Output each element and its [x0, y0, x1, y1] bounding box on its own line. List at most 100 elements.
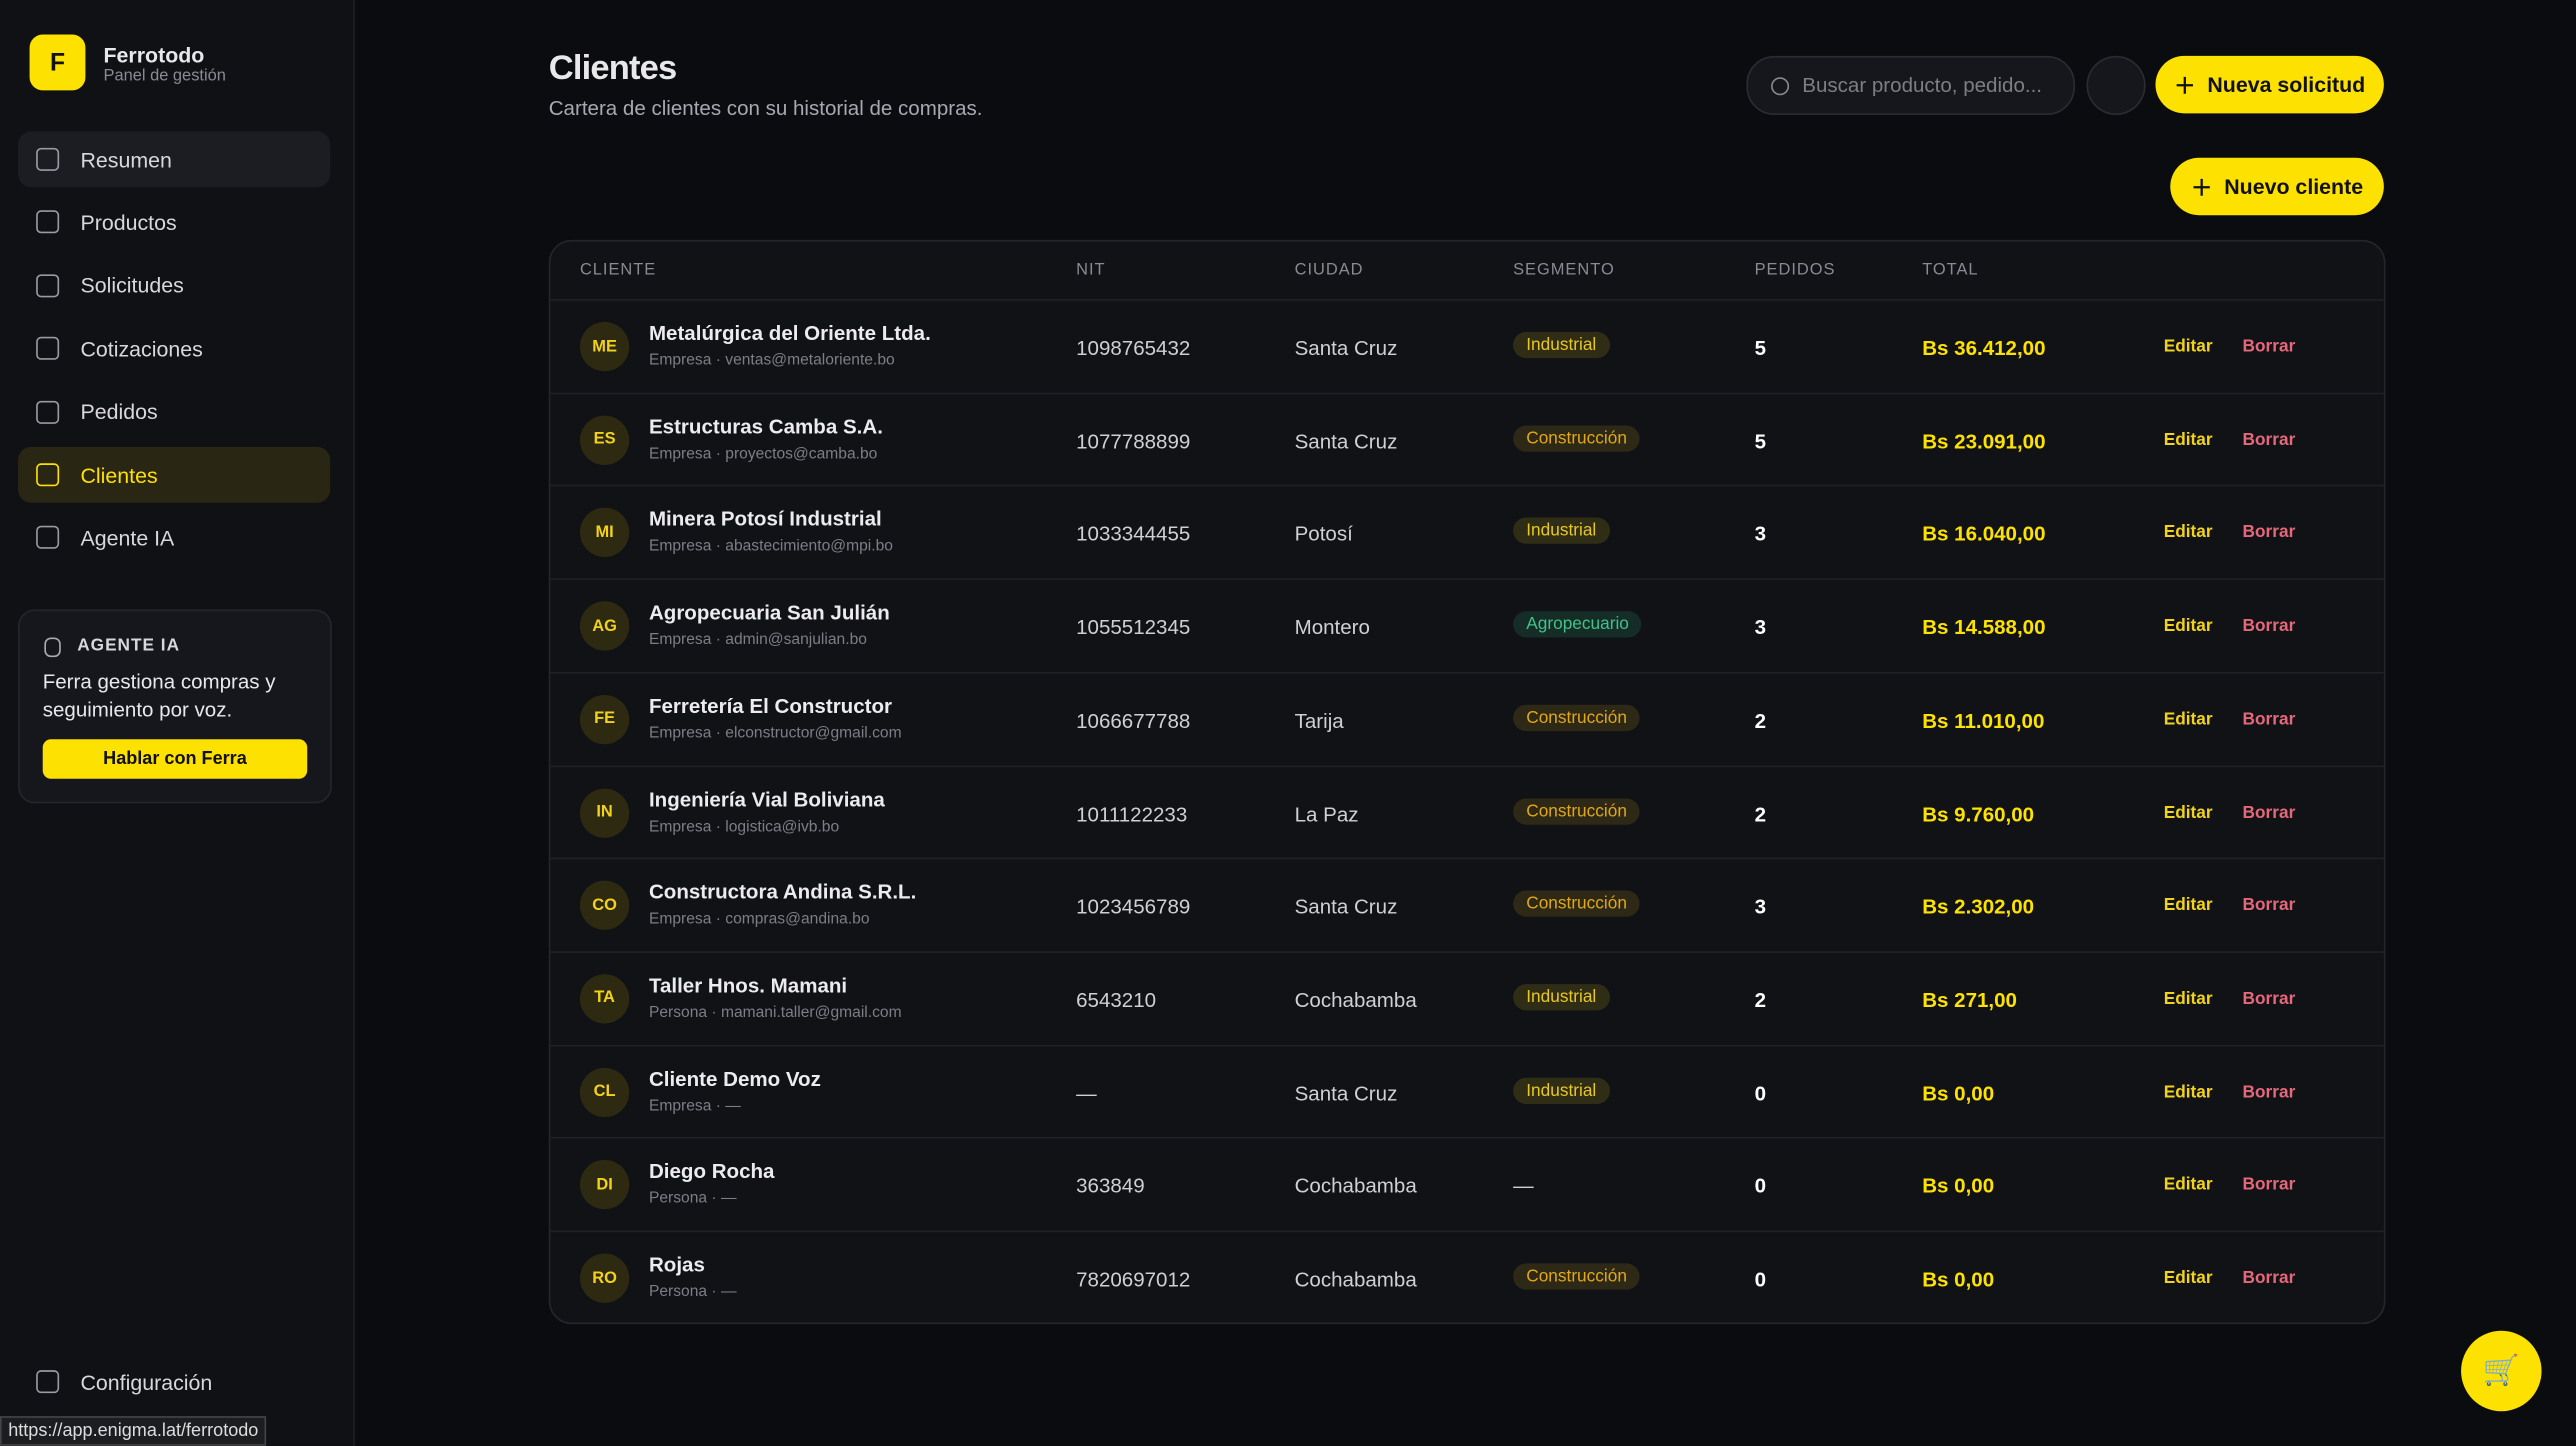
nit: 1055512345 — [1076, 616, 1191, 640]
notifications[interactable] — [2086, 55, 2146, 116]
edit-button[interactable]: Editar — [2163, 1268, 2213, 1289]
nit: 1066677788 — [1076, 709, 1191, 733]
client-meta: Empresa · admin@sanjulian.bo — [648, 631, 867, 650]
city: Montero — [1294, 616, 1370, 640]
status-url: https://app.enigma.lat/ferrotodo — [0, 1416, 267, 1446]
edit-button[interactable]: Editar — [2163, 802, 2213, 823]
edit-button[interactable]: Editar — [2163, 988, 2213, 1009]
total: Bs 0,00 — [1922, 1268, 1995, 1292]
segment: — — [1513, 1175, 1534, 1199]
delete-button[interactable]: Borrar — [2242, 1175, 2296, 1195]
delete-button[interactable]: Borrar — [2242, 802, 2296, 823]
nav-item[interactable]: Clientes — [18, 446, 331, 503]
page-subtitle: Cartera de clientes con su historial de … — [548, 96, 983, 120]
table-row: CO Constructora Andina S.R.L. Empresa · co… — [550, 857, 2384, 953]
orders: 3 — [1754, 616, 1767, 640]
table-row: CL Cliente Demo Voz Empresa · — — Santa Cruz… — [550, 1044, 2384, 1139]
client-meta: Empresa · abastecimiento@mpi.bo — [648, 537, 893, 556]
column-header: NIT — [1076, 261, 1106, 280]
nav-item[interactable]: Productos — [18, 195, 330, 251]
orders: 2 — [1754, 802, 1767, 826]
edit-button[interactable]: Editar — [2163, 1175, 2213, 1195]
city: Santa Cruz — [1294, 336, 1398, 360]
delete-button[interactable]: Borrar — [2242, 988, 2296, 1009]
total: Bs 23.091,00 — [1922, 429, 2046, 453]
edit-button[interactable]: Editar — [2163, 1082, 2213, 1102]
table-row: ES Estructuras Camba S.A. Empresa · proyec… — [550, 392, 2384, 487]
search[interactable]: Buscar producto, pedido... — [1746, 55, 2075, 116]
column-header: TOTAL — [1922, 261, 1979, 280]
avatar: DI — [579, 1160, 630, 1210]
delete-button[interactable]: Borrar — [2242, 895, 2296, 916]
edit-button[interactable]: Editar — [2163, 336, 2213, 357]
cart-button[interactable]: 🛒 — [2461, 1330, 2542, 1412]
edit-button[interactable]: Editar — [2163, 895, 2213, 916]
edit-button[interactable]: Editar — [2163, 523, 2213, 543]
table-row: MI Minera Potosí Industrial Empresa · abas… — [550, 485, 2384, 580]
city: Santa Cruz — [1294, 1082, 1398, 1106]
table-row: RO Rojas Persona · — 7820697012 Cochabamba Co… — [550, 1230, 2384, 1323]
nit: 6543210 — [1076, 988, 1157, 1012]
client-meta: Persona · — — [648, 1283, 737, 1302]
settings-link[interactable]: Configuración — [18, 1354, 330, 1410]
orders: 0 — [1754, 1082, 1767, 1106]
client-name: Minera Potosí Industrial — [648, 508, 882, 532]
nav-item[interactable]: Resumen — [18, 131, 331, 188]
delete-button[interactable]: Borrar — [2242, 336, 2296, 357]
new-client-button[interactable]: ＋ Nuevo cliente — [2170, 157, 2384, 216]
delete-button[interactable]: Borrar — [2242, 709, 2296, 730]
client-meta: Empresa · proyectos@camba.bo — [648, 444, 878, 463]
client-name: Estructuras Camba S.A. — [648, 415, 883, 439]
client-name: Ferretería El Constructor — [648, 694, 893, 718]
total: Bs 0,00 — [1922, 1082, 1995, 1106]
nav-label: Solicitudes — [80, 273, 184, 298]
orders: 5 — [1754, 336, 1767, 360]
nav-label: Productos — [80, 210, 177, 235]
edit-button[interactable]: Editar — [2163, 429, 2213, 450]
agent-text: Ferra gestiona compras y seguimiento por… — [42, 670, 276, 722]
orders: 0 — [1754, 1175, 1767, 1199]
nav-item[interactable]: Solicitudes — [18, 258, 330, 314]
delete-button[interactable]: Borrar — [2242, 429, 2296, 450]
client-name: Diego Rocha — [648, 1160, 775, 1184]
avatar: RO — [579, 1253, 630, 1303]
delete-button[interactable]: Borrar — [2242, 1268, 2296, 1289]
agent-card: AGENTE IA Ferra gestiona compras y segui… — [18, 609, 332, 804]
table-row: AG Agropecuaria San Julián Empresa · admin… — [550, 578, 2384, 673]
edit-button[interactable]: Editar — [2163, 616, 2213, 636]
nav-label: Pedidos — [80, 399, 158, 425]
avatar: MI — [579, 508, 630, 558]
avatar: ES — [579, 415, 630, 465]
search-icon — [1771, 76, 1790, 95]
nav-label: Resumen — [80, 147, 172, 172]
segment-badge: Industrial — [1513, 331, 1610, 359]
nav-label: Agente IA — [80, 525, 175, 551]
orders: 3 — [1754, 895, 1767, 919]
avatar: AG — [579, 601, 630, 651]
nav-item[interactable]: Agente IA — [18, 510, 330, 566]
brand-name: Ferrotodo — [103, 42, 205, 68]
avatar: CO — [579, 880, 630, 931]
city: Tarija — [1294, 709, 1344, 733]
segment-badge: Industrial — [1513, 983, 1610, 1011]
client-meta: Persona · mamani.taller@gmail.com — [648, 1003, 902, 1022]
new-request-button[interactable]: ＋ Nueva solicitud — [2155, 55, 2384, 114]
delete-button[interactable]: Borrar — [2242, 616, 2296, 636]
avatar: ME — [579, 322, 630, 372]
logo[interactable]: F — [29, 34, 86, 91]
total: Bs 16.040,00 — [1922, 523, 2046, 547]
nav-item[interactable]: Pedidos — [18, 384, 330, 440]
delete-button[interactable]: Borrar — [2242, 1082, 2296, 1102]
new-client-label: Nuevo cliente — [2224, 174, 2364, 199]
delete-button[interactable]: Borrar — [2242, 523, 2296, 543]
edit-button[interactable]: Editar — [2163, 709, 2213, 730]
client-meta: Empresa · — — [648, 1096, 741, 1115]
segment-badge: Construcción — [1513, 704, 1641, 731]
agent-button[interactable]: Hablar con Ferra — [42, 739, 308, 779]
column-header: CLIENTE — [579, 261, 657, 280]
agent-title: AGENTE IA — [77, 635, 181, 656]
nav-item[interactable]: Cotizaciones — [18, 321, 330, 377]
total: Bs 2.302,00 — [1922, 895, 2035, 919]
nit: 1098765432 — [1076, 336, 1191, 360]
total: Bs 9.760,00 — [1922, 802, 2035, 826]
